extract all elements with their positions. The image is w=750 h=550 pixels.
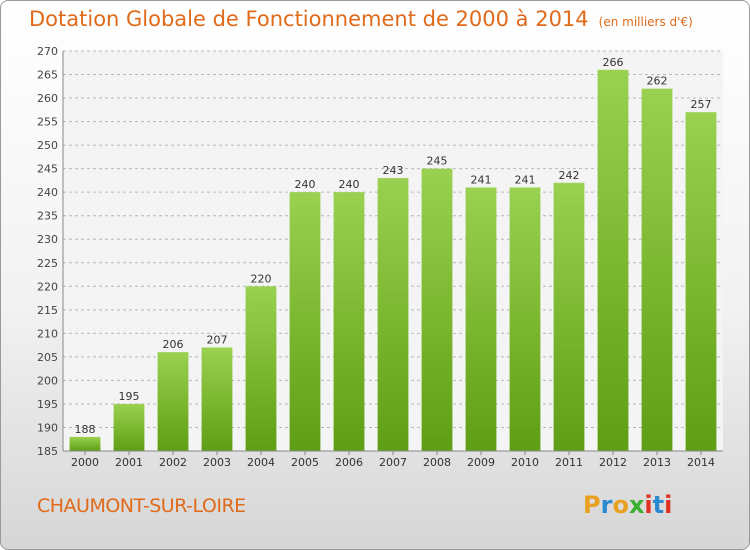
bar xyxy=(597,69,629,451)
bar xyxy=(377,178,409,451)
chart-title: Dotation Globale de Fonctionnement de 20… xyxy=(29,7,693,31)
x-tick-label: 2001 xyxy=(115,456,143,469)
data-label: 243 xyxy=(383,164,404,177)
data-label: 245 xyxy=(427,155,448,168)
bar xyxy=(201,347,233,451)
data-label: 262 xyxy=(647,75,668,88)
bar xyxy=(685,112,717,452)
x-axis: 2000 2001 2002 2003 2004 2005 2006 2007 2008 2009… xyxy=(63,450,723,469)
y-tick-label: 265 xyxy=(37,69,58,82)
x-tick-label: 2006 xyxy=(335,456,363,469)
bar xyxy=(465,187,497,451)
x-tick-label: 2007 xyxy=(379,456,407,469)
data-label: 195 xyxy=(119,390,140,403)
logo-letter: o xyxy=(612,491,629,519)
x-tick-label: 2004 xyxy=(247,456,275,469)
data-label: 220 xyxy=(251,272,272,285)
y-tick-label: 210 xyxy=(37,327,58,340)
chart-subtitle: (en milliers d'€) xyxy=(598,15,693,29)
bar xyxy=(333,192,365,452)
y-tick-label: 235 xyxy=(37,210,58,223)
x-tick-label: 2003 xyxy=(203,456,231,469)
x-tick-label: 2002 xyxy=(159,456,187,469)
bar xyxy=(113,403,145,451)
bar xyxy=(641,88,673,451)
bar xyxy=(289,192,321,452)
x-tick-label: 2009 xyxy=(467,456,495,469)
commune-name: CHAUMONT-SUR-LOIRE xyxy=(37,495,246,517)
bar xyxy=(245,286,277,451)
y-tick-label: 215 xyxy=(37,304,58,317)
x-tick-label: 2005 xyxy=(291,456,319,469)
y-axis: 185 190 195 200 205 210 215 220 225 230 235 240 245 2… xyxy=(37,45,64,458)
y-tick-label: 225 xyxy=(37,257,58,270)
y-tick-label: 200 xyxy=(37,374,58,387)
data-label: 207 xyxy=(207,333,228,346)
data-label: 240 xyxy=(295,178,316,191)
logo-letter: i xyxy=(644,491,653,519)
data-label: 241 xyxy=(515,173,536,186)
data-label: 242 xyxy=(559,169,580,182)
y-tick-label: 185 xyxy=(37,445,58,458)
data-label: 188 xyxy=(75,423,96,436)
logo-letter: r xyxy=(600,491,613,519)
bar xyxy=(157,352,189,451)
y-tick-label: 250 xyxy=(37,139,58,152)
logo-letter: i xyxy=(664,491,673,519)
y-tick-label: 245 xyxy=(37,163,58,176)
bar xyxy=(509,187,541,451)
logo-letter: P xyxy=(583,491,601,519)
bar xyxy=(553,182,585,451)
y-tick-label: 270 xyxy=(37,45,58,58)
x-tick-label: 2011 xyxy=(555,456,583,469)
logo-letter: x xyxy=(628,491,645,519)
y-tick-label: 205 xyxy=(37,351,58,364)
data-label: 240 xyxy=(339,178,360,191)
x-tick-label: 2008 xyxy=(423,456,451,469)
bar xyxy=(421,168,453,451)
x-tick-label: 2012 xyxy=(599,456,627,469)
y-tick-label: 195 xyxy=(37,398,58,411)
y-tick-label: 240 xyxy=(37,186,58,199)
x-tick-label: 2000 xyxy=(71,456,99,469)
bar xyxy=(69,436,101,451)
x-tick-label: 2013 xyxy=(643,456,671,469)
data-label: 257 xyxy=(691,98,712,111)
data-label: 206 xyxy=(163,338,184,351)
data-label: 241 xyxy=(471,173,492,186)
y-tick-label: 230 xyxy=(37,233,58,246)
y-tick-label: 255 xyxy=(37,116,58,129)
x-tick-label: 2014 xyxy=(687,456,715,469)
data-label: 266 xyxy=(603,56,624,69)
logo-letter: t xyxy=(652,491,665,519)
x-tick-label: 2010 xyxy=(511,456,539,469)
title-text: Dotation Globale de Fonctionnement de 20… xyxy=(29,7,589,31)
y-tick-label: 190 xyxy=(37,421,58,434)
y-tick-label: 260 xyxy=(37,92,58,105)
bars: 188 195 206 207 220 240 240 243 245 241 241 242 266 2… xyxy=(69,56,717,452)
y-tick-label: 220 xyxy=(37,280,58,293)
proxiti-logo: Proxiti xyxy=(583,491,672,519)
